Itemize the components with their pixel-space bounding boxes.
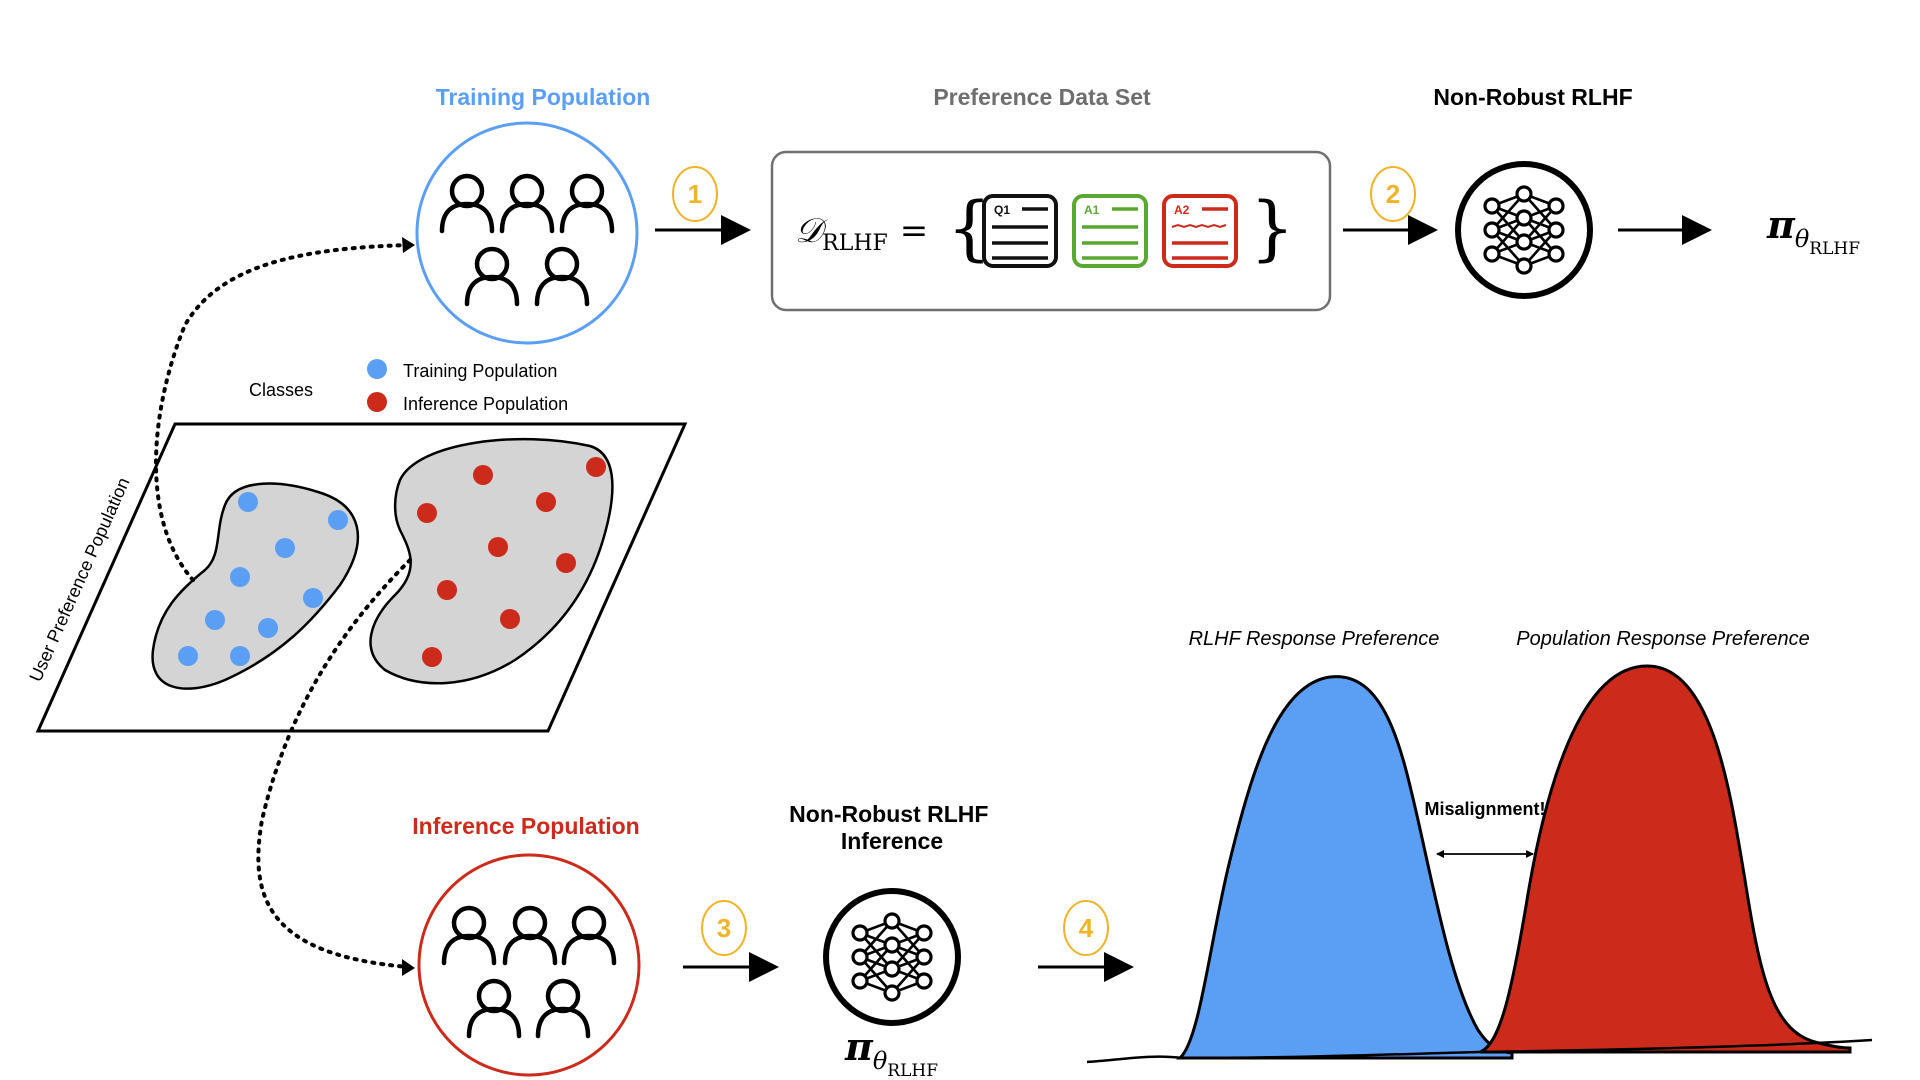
training-point	[328, 510, 348, 530]
inference-model-title-line2: Inference	[841, 828, 943, 854]
step-3-badge: 3	[701, 900, 747, 956]
inference-point	[422, 647, 442, 667]
policy-symbol-bottom: πθRLHF	[844, 1024, 938, 1080]
step-1-label: 1	[688, 179, 702, 209]
training-population-title: Training Population	[436, 84, 651, 110]
training-point	[275, 538, 295, 558]
step-3-label: 3	[717, 913, 731, 943]
policy-pi-bottom: π	[844, 1024, 874, 1069]
a2-card: A2	[1162, 194, 1238, 268]
inference-points	[417, 457, 606, 667]
rlhf-response-curve	[1176, 675, 1514, 1060]
policy-subscript: RLHF	[1809, 239, 1860, 259]
dataset-close-brace: }	[1250, 187, 1295, 269]
training-point	[258, 618, 278, 638]
inference-point	[500, 609, 520, 629]
step-2-label: 2	[1386, 179, 1400, 209]
population-response-label: Population Response Preference	[1516, 628, 1810, 650]
dataset-subscript: RLHF	[822, 231, 888, 256]
dataset-formula: 𝒟RLHF =	[795, 211, 928, 256]
training-point	[178, 646, 198, 666]
non-robust-rlhf-title: Non-Robust RLHF	[1433, 84, 1632, 110]
legend-inference-dot	[367, 392, 387, 412]
training-point	[205, 610, 225, 630]
inference-point	[437, 580, 457, 600]
step-2-badge: 2	[1370, 166, 1416, 222]
training-points	[178, 492, 348, 666]
dotted-link-to-training	[154, 243, 412, 582]
training-population-circle	[415, 121, 639, 345]
baseline-axis	[1086, 1038, 1873, 1064]
training-point	[230, 646, 250, 666]
q1-card-label: Q1	[994, 203, 1010, 217]
policy-theta: θ	[1795, 225, 1810, 253]
rlhf-model-node	[1455, 161, 1593, 299]
policy-theta-bottom: θ	[873, 1047, 888, 1075]
policy-symbol-top: πθRLHF	[1766, 202, 1860, 259]
inference-point	[586, 457, 606, 477]
dotted-link-to-training-head	[402, 237, 415, 253]
inference-population-title: Inference Population	[412, 813, 639, 839]
a2-card-label: A2	[1174, 203, 1190, 217]
policy-pi: π	[1766, 202, 1796, 247]
training-point	[230, 567, 250, 587]
dotted-link-to-inference-head	[402, 959, 415, 976]
inference-point	[556, 553, 576, 573]
misalignment-label: Misalignment!	[1424, 799, 1545, 819]
dataset-equals: =	[900, 211, 929, 251]
rlhf-response-label: RLHF Response Preference	[1189, 628, 1440, 650]
preference-data-box: 𝒟RLHF = { } Q1 A1 A2	[770, 150, 1332, 312]
training-population-group	[415, 121, 639, 345]
inference-point	[473, 465, 493, 485]
distribution-plot: RLHF Response Preference Population Resp…	[1086, 628, 1873, 1064]
population-response-curve	[1479, 664, 1852, 1054]
policy-subscript-bottom: RLHF	[887, 1061, 938, 1080]
training-cluster	[151, 482, 360, 690]
training-point	[238, 492, 258, 512]
dotted-link-to-inference	[256, 558, 412, 969]
a1-card-label: A1	[1084, 203, 1100, 217]
q1-card: Q1	[982, 194, 1058, 268]
inference-point	[536, 492, 556, 512]
inference-population-group	[417, 853, 641, 1077]
inference-population-circle	[417, 853, 641, 1077]
training-point	[303, 588, 323, 608]
legend: Classes Training Population Inference Po…	[249, 359, 568, 414]
preference-data-set-title: Preference Data Set	[933, 84, 1151, 110]
inference-model-node	[823, 888, 961, 1026]
legend-inference-label: Inference Population	[403, 394, 568, 414]
step-4-label: 4	[1079, 913, 1094, 943]
user-preference-plane: User Preference Population	[25, 422, 688, 733]
inference-point	[488, 537, 508, 557]
inference-model-title: Non-Robust RLHF Inference	[789, 801, 995, 854]
legend-title: Classes	[249, 380, 313, 400]
a1-card: A1	[1072, 194, 1148, 268]
legend-training-dot	[367, 359, 387, 379]
legend-training-label: Training Population	[403, 361, 557, 381]
inference-model-title-line1: Non-Robust RLHF	[789, 801, 988, 827]
step-1-badge: 1	[672, 166, 718, 222]
inference-point	[417, 503, 437, 523]
step-4-badge: 4	[1063, 900, 1109, 956]
